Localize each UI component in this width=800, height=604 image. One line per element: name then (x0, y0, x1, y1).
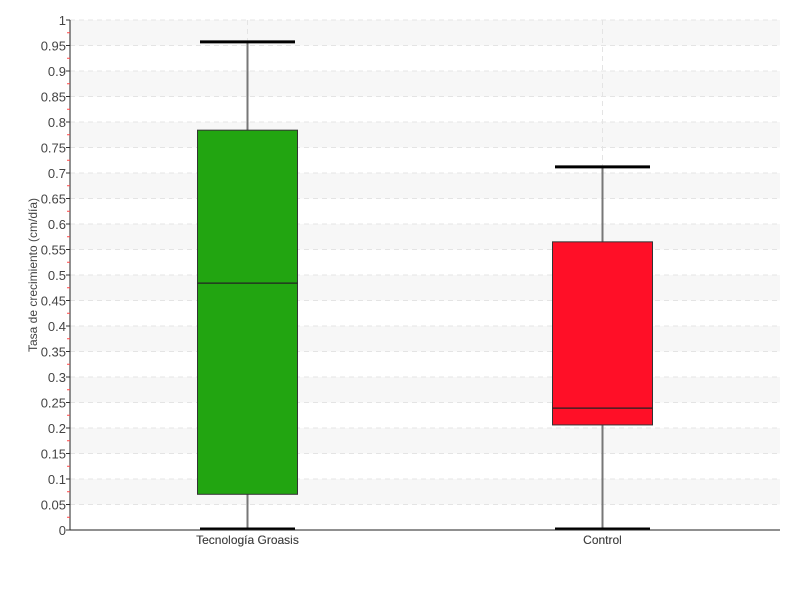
grid-band (70, 275, 780, 301)
grid-band (70, 122, 780, 148)
series-category-label: Tecnología Groasis (196, 533, 299, 547)
y-tick-label: 0.35 (41, 345, 66, 360)
y-tick-label: 0 (59, 523, 66, 538)
y-tick-label: 0.5 (48, 268, 66, 283)
y-tick-label: 0.8 (48, 115, 66, 130)
y-tick-label: 0.45 (41, 294, 66, 309)
grid-band (70, 479, 780, 505)
y-tick-label: 0.05 (41, 498, 66, 513)
grid-band (70, 20, 780, 46)
grid-band (70, 326, 780, 352)
y-tick-label: 0.85 (41, 90, 66, 105)
box-1 (552, 241, 653, 426)
y-tick-label: 0.75 (41, 141, 66, 156)
y-axis-label: Tasa de crecimiento (cm/día) (26, 198, 40, 352)
y-tick-label: 0.4 (48, 319, 66, 334)
box-0 (197, 129, 298, 495)
y-tick-label: 0.95 (41, 39, 66, 54)
grid-band (70, 224, 780, 250)
y-tick-label: 0.6 (48, 217, 66, 232)
grid-band (70, 428, 780, 454)
grid-band (70, 71, 780, 97)
x-tick-label: Tecnología Groasis (196, 533, 299, 547)
y-tick-label: 0.3 (48, 370, 66, 385)
series-category-label: Control (583, 533, 622, 547)
x-tick-label: Control (583, 533, 622, 547)
grid-band (70, 173, 780, 199)
y-tick-label: 0.9 (48, 64, 66, 79)
y-tick-label: 0.65 (41, 192, 66, 207)
y-tick-label: 0.7 (48, 166, 66, 181)
grid-bands (70, 20, 780, 505)
y-tick-label: 1 (59, 13, 66, 28)
y-tick-label: 0.15 (41, 447, 66, 462)
boxes (197, 40, 653, 531)
y-tick-label: 0.1 (48, 472, 66, 487)
y-tick-label: 0.55 (41, 243, 66, 258)
y-tick-label: 0.25 (41, 396, 66, 411)
y-tick-label: 0.2 (48, 421, 66, 436)
grid-band (70, 377, 780, 403)
